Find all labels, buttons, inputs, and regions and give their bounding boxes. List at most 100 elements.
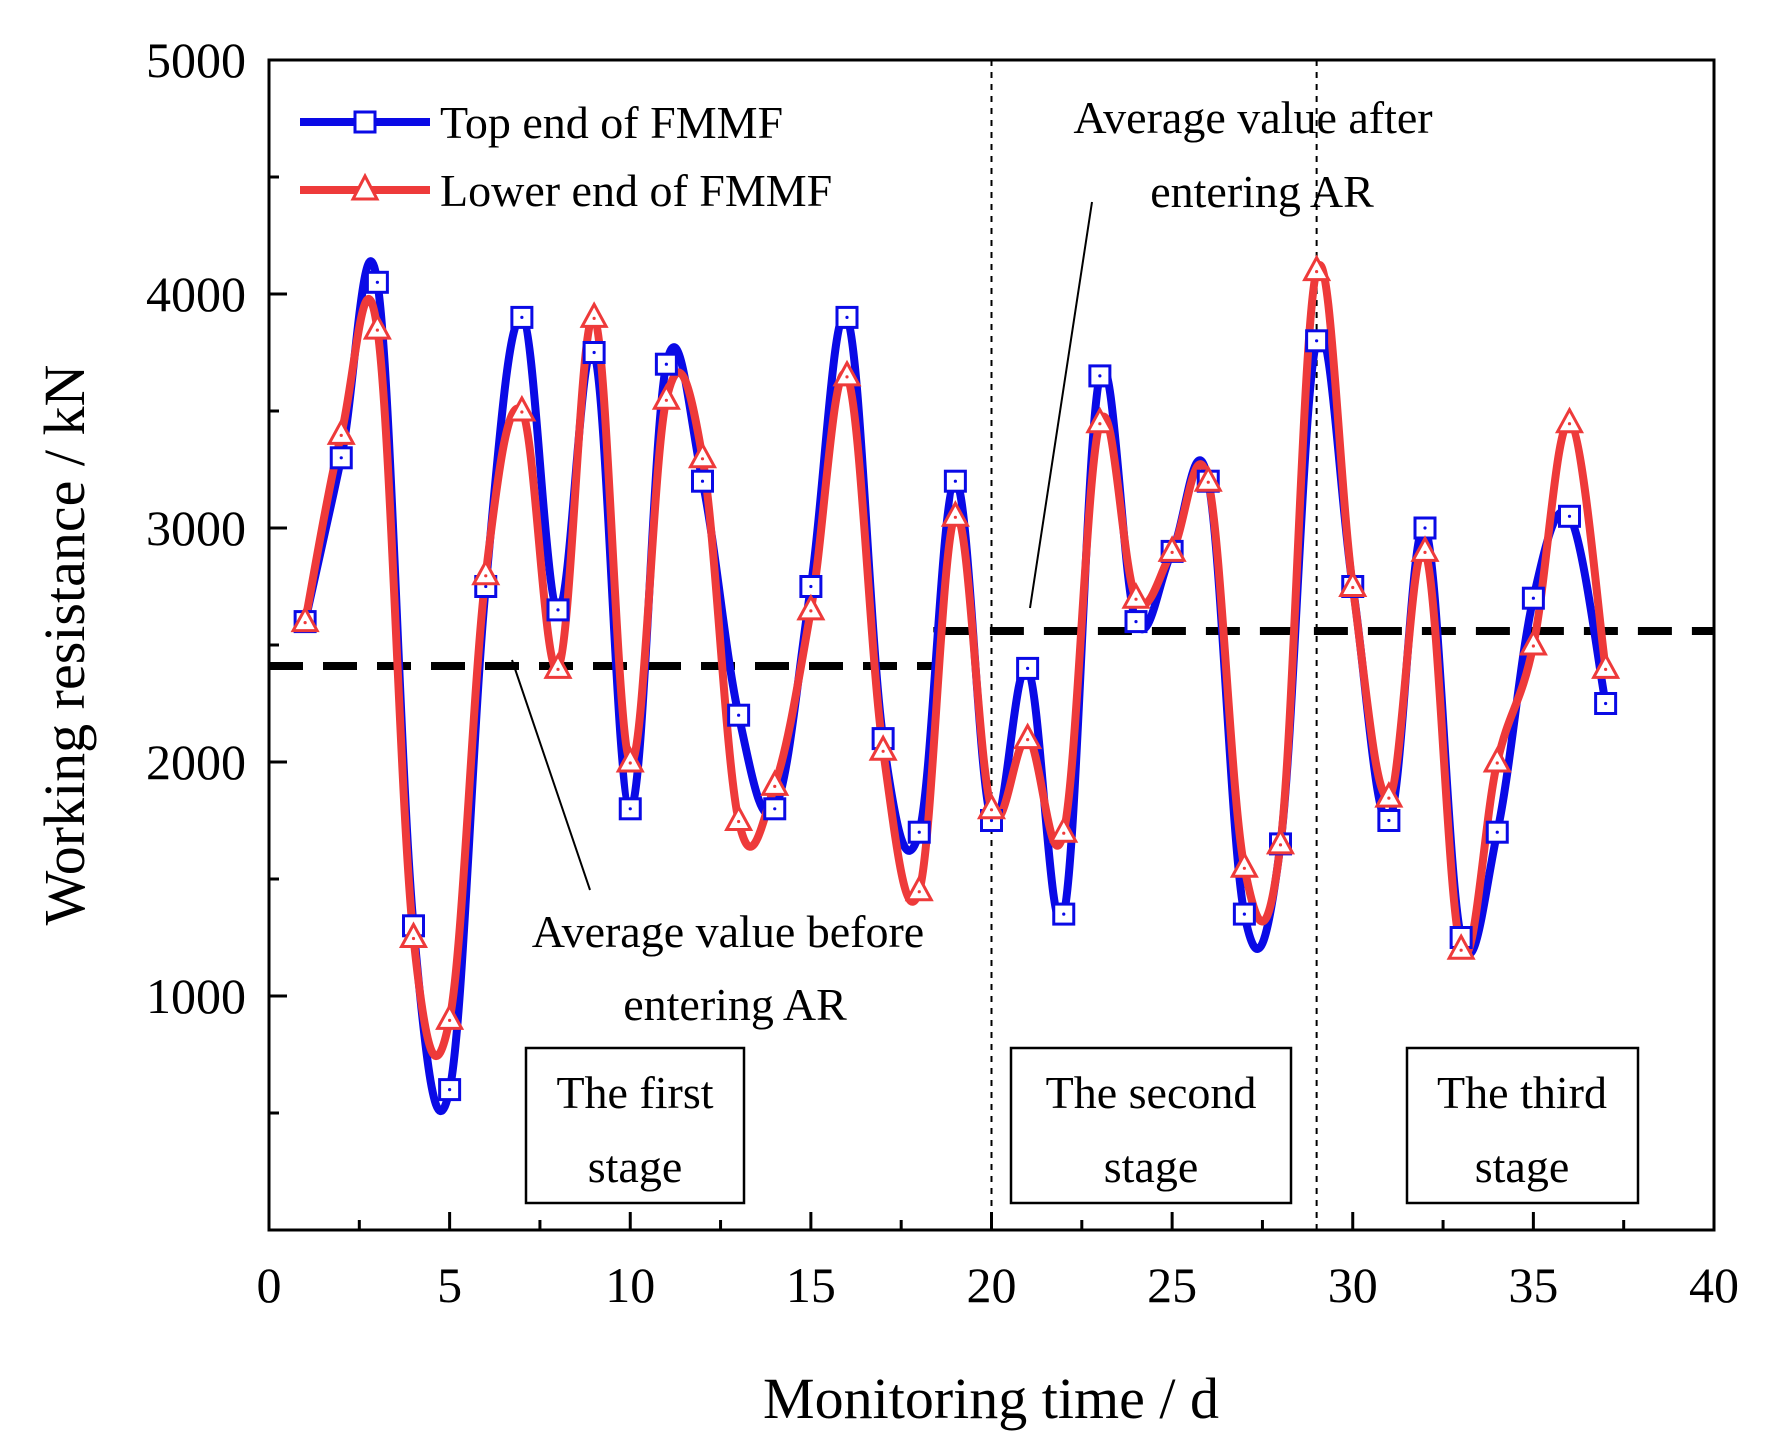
data-point-center-dot	[917, 890, 921, 894]
triangle-data-point	[1410, 535, 1440, 562]
legend-lower-end-label: Lower end of FMMF	[440, 165, 832, 216]
data-point-center-dot	[628, 807, 632, 811]
triangle-data-point	[615, 745, 645, 773]
data-point-center-dot	[1604, 701, 1608, 706]
data-point-center-dot	[664, 362, 668, 366]
stage-box-frame	[524, 1046, 746, 1205]
triangle-data-point	[507, 394, 537, 422]
legend-square-marker	[353, 110, 377, 134]
x-tick-labels: 0 5 10 15 20 25 30 35 40	[257, 1257, 1740, 1313]
data-point-center-dot	[1315, 339, 1319, 343]
data-point-center-dot	[1567, 514, 1572, 518]
data-point-center-dot	[1026, 666, 1030, 671]
data-point-center-dot	[737, 713, 741, 717]
stage-label-line2: stage	[1475, 1141, 1570, 1192]
data-point-center-dot	[1604, 667, 1608, 672]
data-point-center-dot	[1206, 480, 1210, 484]
data-point-center-dot	[1098, 374, 1102, 378]
data-point-center-dot	[1351, 585, 1355, 590]
annotation-after-line2: entering AR	[1150, 166, 1374, 217]
data-point-center-dot	[520, 410, 524, 414]
data-point-center-dot	[1387, 818, 1391, 823]
data-point-center-dot	[809, 584, 813, 589]
data-point-center-dot	[375, 280, 379, 284]
y-tick-label: 5000	[146, 32, 246, 88]
triangle-data-point	[868, 734, 898, 761]
data-point-center-dot	[737, 819, 741, 824]
data-point-center-dot	[1170, 550, 1174, 555]
data-point-center-dot	[1495, 761, 1499, 765]
data-point-center-dot	[1531, 644, 1535, 648]
data-point-center-dot	[1278, 843, 1283, 847]
data-point-center-dot	[375, 328, 379, 332]
data-point-center-dot	[339, 456, 343, 460]
legend: Top end of FMMF Lower end of FMMF	[300, 97, 832, 216]
data-point-center-dot	[1531, 596, 1535, 600]
x-tick-label: 10	[605, 1257, 655, 1313]
stage-label-line1: The second	[1046, 1067, 1257, 1118]
data-point-center-dot	[592, 350, 596, 355]
data-point-center-dot	[700, 457, 705, 461]
legend-triangle-marker	[350, 172, 380, 201]
triangle-data-point	[1049, 816, 1079, 843]
y-tick-label: 1000	[146, 968, 246, 1024]
triangle-data-point	[687, 441, 718, 469]
series-lower-end-markers	[290, 254, 1621, 1030]
triangle-data-point	[940, 500, 970, 527]
y-axis-ticks	[269, 58, 287, 1115]
stage-box-frame	[1405, 1046, 1640, 1205]
data-point-center-dot	[1315, 270, 1319, 274]
triangle-data-point	[1482, 745, 1512, 773]
data-point-center-dot	[628, 761, 632, 765]
annotation-before-line1: Average value before	[532, 906, 924, 957]
stage-box-second: The second stage	[1009, 1046, 1293, 1205]
stage-box-frame	[1009, 1046, 1293, 1205]
y-tick-labels: 1000 2000 3000 4000 5000	[146, 32, 246, 1024]
triangle-data-point	[1302, 254, 1332, 282]
triangle-data-point	[1157, 535, 1187, 562]
stage-label-line1: The first	[556, 1067, 713, 1118]
annotation-before-pointer	[511, 659, 591, 891]
data-point-center-dot	[484, 584, 488, 589]
y-tick-label: 4000	[146, 266, 246, 322]
data-point-center-dot	[809, 609, 813, 613]
data-point-center-dot	[953, 479, 957, 483]
data-point-center-dot	[303, 621, 307, 625]
stage-label-line2: stage	[588, 1141, 683, 1192]
x-tick-label: 15	[786, 1257, 836, 1313]
y-tick-label: 3000	[146, 500, 246, 556]
triangle-data-point	[1446, 933, 1476, 960]
triangle-data-point	[1085, 406, 1115, 434]
x-tick-label: 40	[1689, 1257, 1739, 1313]
x-tick-label: 25	[1147, 1257, 1197, 1313]
stage-label-line2: stage	[1104, 1141, 1199, 1192]
x-tick-label: 35	[1508, 1257, 1558, 1313]
data-point-center-dot	[917, 830, 921, 834]
data-point-center-dot	[1423, 550, 1427, 555]
triangle-data-point	[1265, 827, 1296, 855]
x-tick-label: 5	[437, 1257, 462, 1313]
data-point-center-dot	[989, 808, 994, 812]
data-point-center-dot	[664, 398, 668, 402]
triangle-data-point	[1193, 465, 1223, 492]
data-point-center-dot	[773, 807, 777, 811]
triangle-data-point	[1591, 652, 1621, 679]
triangle-data-point	[1338, 570, 1368, 597]
data-point-center-dot	[1242, 866, 1246, 870]
annotation-after-pointer	[1029, 201, 1093, 609]
stage-box-third: The third stage	[1405, 1046, 1640, 1205]
y-axis-title: Working resistance / kN	[32, 365, 97, 926]
data-point-center-dot	[484, 574, 488, 578]
triangle-data-point	[976, 792, 1007, 820]
triangle-data-point	[326, 418, 356, 445]
data-point-center-dot	[1423, 526, 1427, 530]
triangle-data-point	[362, 312, 392, 340]
data-point-center-dot	[1134, 597, 1138, 601]
data-point-center-dot	[953, 515, 957, 519]
triangle-data-point	[760, 769, 790, 796]
y-tick-label: 2000	[146, 734, 246, 790]
triangle-data-point	[435, 1003, 465, 1030]
data-point-center-dot	[1387, 796, 1391, 800]
data-point-center-dot	[520, 315, 524, 319]
